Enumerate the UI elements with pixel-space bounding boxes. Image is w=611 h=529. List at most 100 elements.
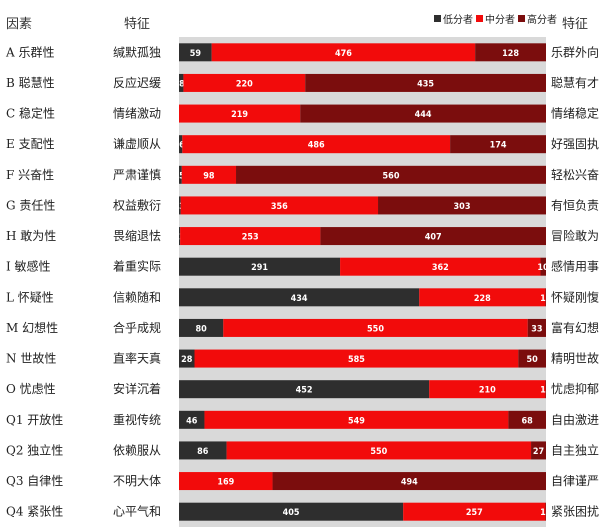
bar-segment [540, 257, 546, 276]
data-label: 59 [190, 49, 202, 59]
bar-segment [180, 196, 379, 215]
high-trait-label: 乐群外向 [551, 44, 599, 59]
factor-label: Q3 自律性 [6, 474, 63, 488]
bar-segment [518, 349, 546, 368]
bar-segment [179, 380, 430, 399]
data-label: 1 [540, 386, 546, 396]
data-label: 10 [537, 263, 549, 273]
bar-segment [527, 318, 546, 337]
factor-label: B 聪慧性 [6, 75, 55, 90]
bar-segment [179, 410, 205, 429]
bar-segment [179, 227, 181, 246]
legend-label-high: 高分者 [527, 15, 557, 26]
data-label: 169 [217, 478, 234, 488]
data-label: 27 [533, 447, 544, 457]
low-trait-label: 着重实际 [113, 259, 161, 274]
bar-segment [182, 135, 451, 154]
data-label: 435 [417, 79, 434, 89]
data-label: 303 [454, 202, 471, 212]
data-label: 80 [196, 324, 208, 334]
low-trait-label: 直率天真 [113, 351, 161, 366]
data-label: 549 [348, 416, 365, 426]
bar-segment [236, 165, 546, 184]
bar-segment [181, 165, 237, 184]
high-trait-label: 怀疑刚愎 [551, 289, 599, 304]
bar-segment [179, 441, 227, 460]
factor-label: C 稳定性 [6, 106, 55, 121]
data-label: 560 [383, 171, 400, 181]
legend-item-mid: 中分者 [476, 11, 515, 26]
data-label: 219 [231, 110, 248, 120]
bar-segment [545, 380, 546, 399]
bar-segment [545, 502, 546, 521]
legend-swatch-mid [476, 15, 483, 22]
factor-label: Q4 紧张性 [6, 505, 63, 519]
data-label: 405 [283, 508, 300, 518]
factor-label: H 敢为性 [6, 229, 56, 243]
data-label: 253 [242, 233, 259, 243]
low-trait-label: 权益敷衍 [113, 197, 161, 212]
high-trait-label: 轻松兴奋 [551, 168, 599, 182]
low-trait-label: 信赖随和 [113, 289, 161, 304]
chart-legend: 低分者 中分者 高分者 [434, 11, 557, 26]
data-label: 1 [540, 294, 546, 304]
bar-segment [450, 135, 546, 154]
bar-segment [320, 227, 546, 246]
data-label: 33 [531, 324, 542, 334]
data-label: 476 [335, 49, 352, 59]
factor-label: A 乐群性 [5, 45, 54, 59]
data-label: 46 [186, 416, 198, 426]
high-trait-label: 忧虑抑郁 [551, 381, 599, 396]
data-label: 1 [540, 508, 546, 518]
high-trait-label: 自律谨严 [551, 474, 599, 488]
high-trait-label: 有恒负责 [551, 198, 599, 212]
data-label: 220 [236, 79, 253, 89]
low-trait-label: 合乎成规 [113, 320, 161, 335]
bar-segment [204, 410, 509, 429]
bar-segment [179, 288, 420, 307]
bar-segment [475, 43, 546, 62]
low-trait-label: 依赖服从 [113, 442, 161, 457]
data-label: 28 [181, 355, 193, 365]
factor-label: I 敏感性 [6, 259, 51, 274]
bar-segment [179, 43, 212, 62]
data-label: 6 [179, 141, 185, 151]
high-trait-label: 精明世故 [551, 351, 599, 366]
bar-segment [508, 410, 546, 429]
factor-label: O 忧虑性 [6, 382, 56, 396]
low-trait-label: 严肃谨慎 [113, 168, 161, 182]
data-label: 550 [370, 447, 387, 457]
bar-segment [183, 73, 306, 92]
low-trait-label: 重视传统 [113, 412, 161, 427]
bar-segment [429, 380, 546, 399]
bar-segment [419, 288, 546, 307]
bar-segment [179, 502, 404, 521]
data-label: 228 [474, 294, 491, 304]
data-label: 68 [522, 416, 534, 426]
high-trait-label: 感情用事 [551, 259, 599, 274]
data-label: 128 [502, 49, 519, 59]
factor-label: M 幻想性 [6, 320, 58, 335]
bar-segment [179, 257, 341, 276]
bar-segment [300, 104, 546, 123]
data-label: 550 [367, 324, 384, 334]
bar-segment [340, 257, 541, 276]
data-label: 86 [197, 447, 209, 457]
low-trait-label: 心平气和 [113, 504, 161, 519]
high-trait-header: 特征 [562, 17, 589, 32]
bar-segment [180, 227, 321, 246]
low-trait-label: 谦虚顺从 [113, 137, 161, 151]
bar-segment [378, 196, 546, 215]
factor-label: Q2 独立性 [6, 442, 63, 457]
high-trait-label: 紧张困扰 [551, 505, 599, 519]
bar-segment [272, 472, 546, 491]
high-trait-label: 自由激进 [551, 413, 599, 427]
bar-segment [179, 104, 301, 123]
high-trait-label: 自主独立 [551, 442, 599, 457]
high-trait-label: 情绪稳定 [551, 106, 599, 121]
data-label: 210 [479, 386, 496, 396]
bar-segment [305, 73, 546, 92]
data-label: 452 [296, 386, 313, 396]
low-trait-label: 情绪激动 [113, 107, 161, 121]
